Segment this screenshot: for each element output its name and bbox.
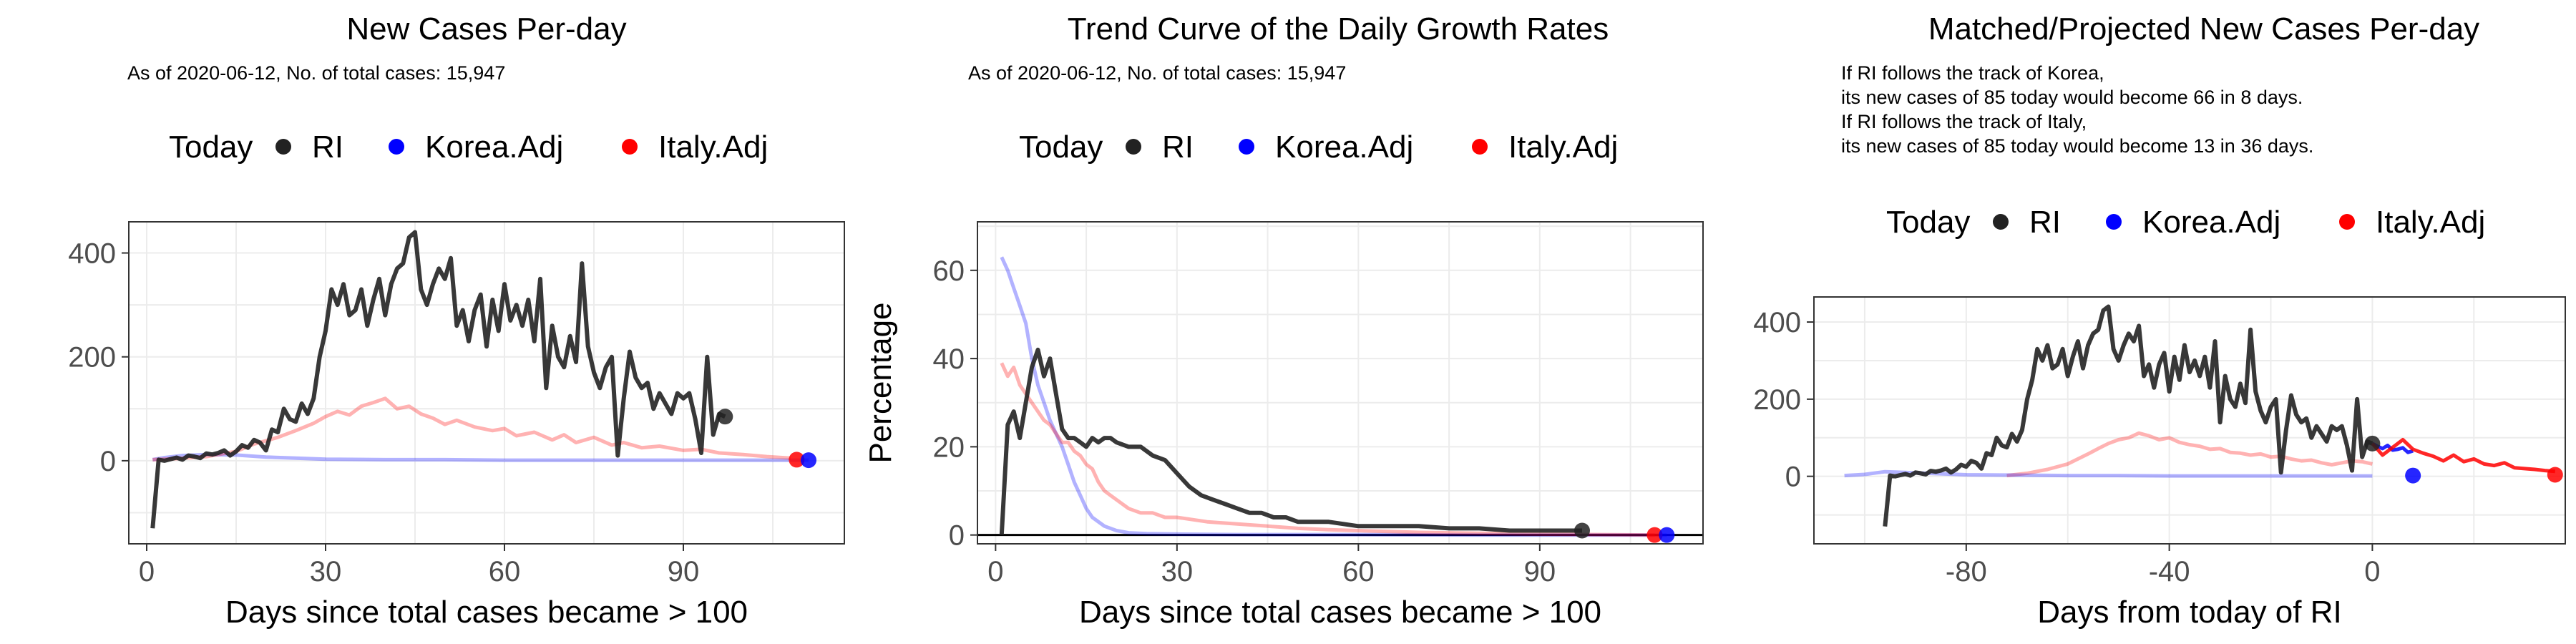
legend-label: Italy.Adj <box>2376 205 2485 240</box>
legend-label: RI <box>2029 205 2061 240</box>
legend: Today RI Korea.Adj Italy.Adj <box>1886 205 2485 240</box>
legend-key-italy-adj <box>2339 214 2355 230</box>
chart-panel-3: Matched/Projected New Cases Per-day If RI… <box>1753 11 2566 630</box>
series-line-ri <box>150 230 726 529</box>
today-point-ri <box>1574 522 1590 539</box>
series-line-ri <box>999 347 1582 535</box>
x-tick-label: 60 <box>1342 556 1375 587</box>
x-tick-label: 60 <box>489 556 521 587</box>
chart-title: New Cases Per-day <box>346 11 626 47</box>
legend-label: RI <box>312 130 343 165</box>
legend-title: Today <box>1886 205 1970 240</box>
series-line-korea-adj <box>1000 256 1667 537</box>
chart-subtitle: its new cases of 85 today would become 6… <box>1841 87 2303 108</box>
today-point-italy-adj <box>2547 467 2563 483</box>
legend-label: RI <box>1162 130 1194 165</box>
x-tick-label: 0 <box>2364 556 2380 587</box>
x-tick-label: 30 <box>1161 556 1194 587</box>
x-tick-label: 0 <box>139 556 155 587</box>
series-line-italy-adj-projected- <box>2371 438 2555 474</box>
chart-subtitle: If RI follows the track of Korea, <box>1841 62 2104 84</box>
series-line-korea-adj <box>152 452 809 462</box>
y-tick-label: 0 <box>1785 462 1801 493</box>
today-point-korea-adj <box>801 452 816 469</box>
legend-key-ri <box>1993 214 2009 230</box>
today-point-ri <box>717 409 733 425</box>
x-tick-label: 0 <box>987 556 1003 587</box>
y-tick-label: 200 <box>68 342 116 374</box>
plot-border <box>1813 296 2566 545</box>
plot-border <box>128 221 845 545</box>
chart-title: Matched/Projected New Cases Per-day <box>1928 11 2479 47</box>
legend-key-korea-adj <box>389 139 404 155</box>
y-tick-label: 40 <box>933 343 965 375</box>
chart-subtitle: As of 2020-06-12, No. of total cases: 15… <box>968 62 1346 84</box>
x-tick-label: -40 <box>2149 556 2190 587</box>
chart-title: Trend Curve of the Daily Growth Rates <box>1068 11 1609 47</box>
y-axis-title: Percentage <box>863 302 898 463</box>
legend-key-ri <box>275 139 291 155</box>
series-line-korea-adj <box>1844 469 2373 478</box>
today-point-italy-adj <box>1646 527 1663 543</box>
x-axis-title: Days from today of RI <box>2037 595 2341 630</box>
legend-key-korea-adj <box>2106 214 2122 230</box>
legend: Today RI Korea.Adj Italy.Adj <box>169 130 768 165</box>
legend-label: Korea.Adj <box>1275 130 1413 165</box>
series-line-ri <box>1883 304 2373 527</box>
plot-border <box>977 221 1704 545</box>
chart-panel-2: Trend Curve of the Daily Growth Rates As … <box>863 11 1704 630</box>
today-point-korea-adj <box>2405 467 2421 484</box>
plot-area <box>1814 297 2565 544</box>
today-point-italy-adj <box>789 452 805 468</box>
y-tick-label: 400 <box>68 238 116 270</box>
legend-key-italy-adj <box>1472 139 1488 155</box>
chart-subtitle: As of 2020-06-12, No. of total cases: 15… <box>127 62 505 84</box>
plot-area <box>129 222 844 544</box>
legend-title: Today <box>1019 130 1103 165</box>
series-line-italy-adj <box>152 396 791 462</box>
y-tick-label: 0 <box>949 520 965 552</box>
legend-key-ri <box>1126 139 1141 155</box>
legend-label: Korea.Adj <box>425 130 563 165</box>
series-line-italy-adj <box>1000 362 1655 537</box>
y-tick-label: 200 <box>1753 384 1801 416</box>
chart-subtitle: its new cases of 85 today would become 1… <box>1841 135 2313 157</box>
legend-label: Italy.Adj <box>1508 130 1618 165</box>
y-tick-label: 60 <box>933 255 965 287</box>
x-tick-label: 90 <box>668 556 700 587</box>
x-tick-label: 90 <box>1524 556 1556 587</box>
chart-panel-1: New Cases Per-day As of 2020-06-12, No. o… <box>68 11 845 630</box>
chart-subtitle: If RI follows the track of Italy, <box>1841 111 2087 132</box>
today-point-ri <box>2364 435 2381 452</box>
x-axis-title: Days since total cases became > 100 <box>225 595 748 630</box>
legend: Today RI Korea.Adj Italy.Adj <box>1019 130 1618 165</box>
y-tick-label: 0 <box>100 446 116 477</box>
x-tick-label: 30 <box>310 556 342 587</box>
legend-key-italy-adj <box>622 139 638 155</box>
x-axis-title: Days since total cases became > 100 <box>1079 595 1601 630</box>
legend-label: Korea.Adj <box>2142 205 2280 240</box>
today-point-korea-adj <box>1659 527 1675 543</box>
legend-key-korea-adj <box>1239 139 1254 155</box>
y-tick-label: 20 <box>933 431 965 463</box>
x-tick-label: -80 <box>1946 556 1987 587</box>
series-line-italy-adj <box>2006 431 2373 478</box>
legend-title: Today <box>169 130 253 165</box>
plot-area <box>977 222 1703 544</box>
y-tick-label: 400 <box>1753 307 1801 338</box>
legend-label: Italy.Adj <box>658 130 768 165</box>
